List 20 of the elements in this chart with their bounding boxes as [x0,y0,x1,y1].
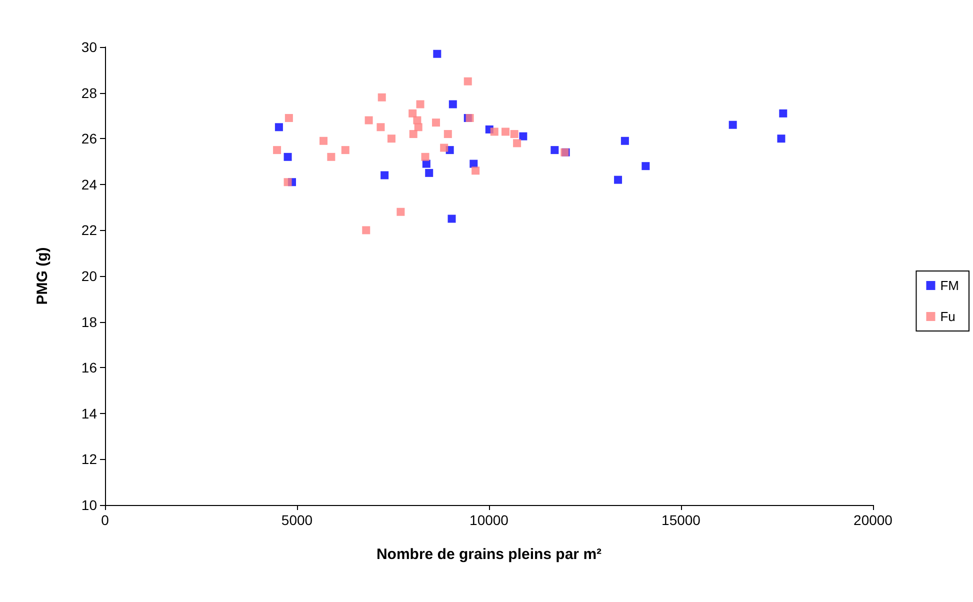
y-tick-label: 26 [81,130,98,147]
y-tick-label: 10 [81,497,98,513]
y-tick-label: 18 [81,314,98,330]
x-axis-title: Nombre de grains pleins par m² [376,546,602,563]
x-tick-label: 10000 [470,512,509,528]
y-tick-label: 22 [81,222,98,238]
y-tick-label: 20 [81,268,98,284]
legend-label: Fu [940,309,956,324]
x-tick-label: 15000 [662,512,701,528]
y-tick-label: 12 [81,451,98,468]
y-tick-label: 16 [81,360,98,376]
x-tick-label: 5000 [281,512,313,528]
y-axis-title: PMG (g) [34,247,51,305]
y-tick-label: 24 [81,176,98,192]
y-tick-label: 28 [81,84,98,101]
x-tick-label: 0 [101,512,110,528]
y-tick-label: 30 [81,39,98,55]
legend-label: FM [940,278,960,293]
x-tick-label: 20000 [854,512,893,528]
y-tick-label: 14 [81,405,98,422]
